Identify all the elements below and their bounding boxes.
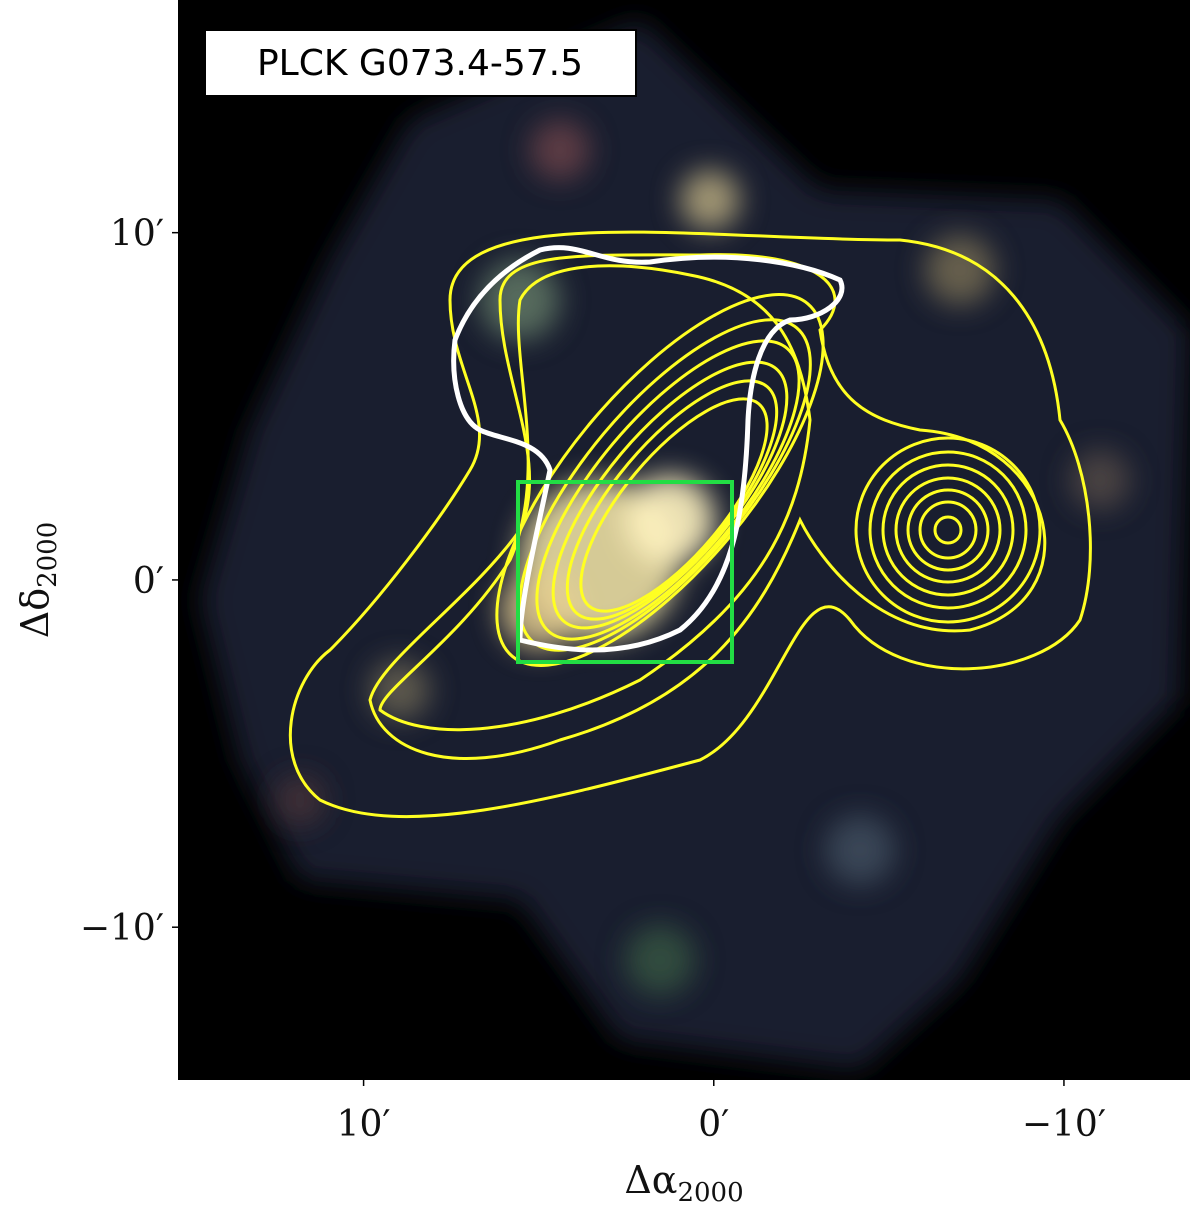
annotation: PLCK G073.4-57.5 [257,43,583,84]
contours [288,230,1092,819]
y-label-subscript: 2000 [33,522,63,588]
sky-image [178,0,1190,1080]
x-axis-label: Δα2000 [624,1158,743,1205]
y-tick-label: −10′ [80,908,164,949]
y-tick-label: 10′ [110,214,164,255]
green-box [516,480,734,664]
x-tick-label: 0′ [698,1104,729,1145]
y-axis-label: Δδ2000 [13,522,63,639]
x-label-symbol: Δα [624,1158,677,1202]
x-label-subscript: 2000 [677,1178,743,1205]
label-box [204,29,637,97]
x-tick-label: −10′ [1022,1104,1106,1145]
y-tick-label: 0′ [133,561,164,602]
y-label-symbol: Δδ [13,588,57,638]
white-contour [451,245,845,653]
x-tick-label: 10′ [337,1104,391,1145]
